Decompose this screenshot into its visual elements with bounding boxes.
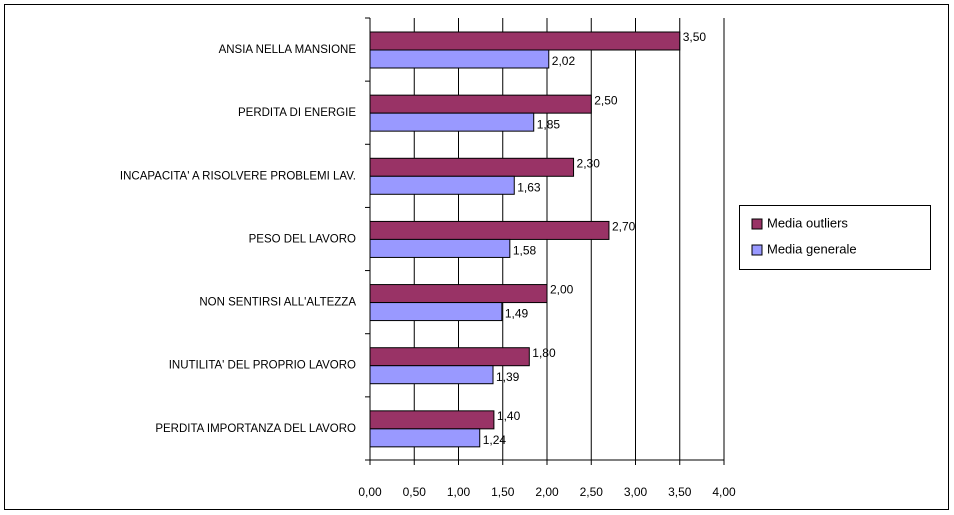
value-label: 2,50 <box>594 93 618 107</box>
category-label: INUTILITA' DEL PROPRIO LAVORO <box>169 360 356 372</box>
value-label: 3,50 <box>683 30 707 44</box>
x-tick-label: 0,00 <box>358 485 382 499</box>
bar <box>369 112 535 132</box>
bar <box>369 428 481 448</box>
legend-label: Media generale <box>767 241 857 256</box>
bar <box>369 94 592 114</box>
value-label: 1,40 <box>497 409 521 423</box>
x-tick-label: 4,00 <box>712 485 736 499</box>
value-label: 1,49 <box>505 307 529 321</box>
bar <box>369 49 550 69</box>
value-label: 2,70 <box>612 220 636 234</box>
bar <box>369 175 515 195</box>
category-label: PERDITA IMPORTANZA DEL LAVORO <box>155 423 356 435</box>
x-tick-label: 2,50 <box>580 485 604 499</box>
value-label: 1,39 <box>496 370 520 384</box>
x-tick-label: 1,50 <box>491 485 515 499</box>
value-label: 2,30 <box>577 156 601 170</box>
category-label: PERDITA DI ENERGIE <box>238 107 356 119</box>
bar <box>369 347 530 367</box>
bar <box>369 410 495 430</box>
value-label: 2,02 <box>552 54 576 68</box>
legend-label: Media outliers <box>767 215 848 230</box>
value-label: 1,63 <box>517 180 541 194</box>
legend-swatch <box>751 244 763 256</box>
category-label: ANSIA NELLA MANSIONE <box>219 44 357 56</box>
value-label: 1,58 <box>513 244 537 258</box>
bar <box>369 238 511 258</box>
value-label: 1,24 <box>483 433 507 447</box>
value-label: 1,85 <box>537 117 561 131</box>
value-label: 2,00 <box>550 283 574 297</box>
x-tick-label: 3,00 <box>624 485 648 499</box>
category-label: NON SENTIRSI ALL'ALTEZZA <box>199 297 356 309</box>
legend-swatch <box>751 218 763 230</box>
bar <box>369 302 503 322</box>
legend-box <box>739 205 931 270</box>
bar <box>369 220 610 240</box>
x-tick-label: 0,50 <box>403 485 427 499</box>
x-tick-label: 3,50 <box>668 485 692 499</box>
bar <box>369 157 575 177</box>
x-tick-label: 2,00 <box>535 485 559 499</box>
bar <box>369 365 494 385</box>
x-tick-label: 1,00 <box>447 485 471 499</box>
category-label: INCAPACITA' A RISOLVERE PROBLEMI LAV. <box>120 170 356 182</box>
bar <box>369 284 548 304</box>
value-label: 1,80 <box>532 346 556 360</box>
bar <box>369 31 681 51</box>
category-label: PESO DEL LAVORO <box>249 233 356 245</box>
